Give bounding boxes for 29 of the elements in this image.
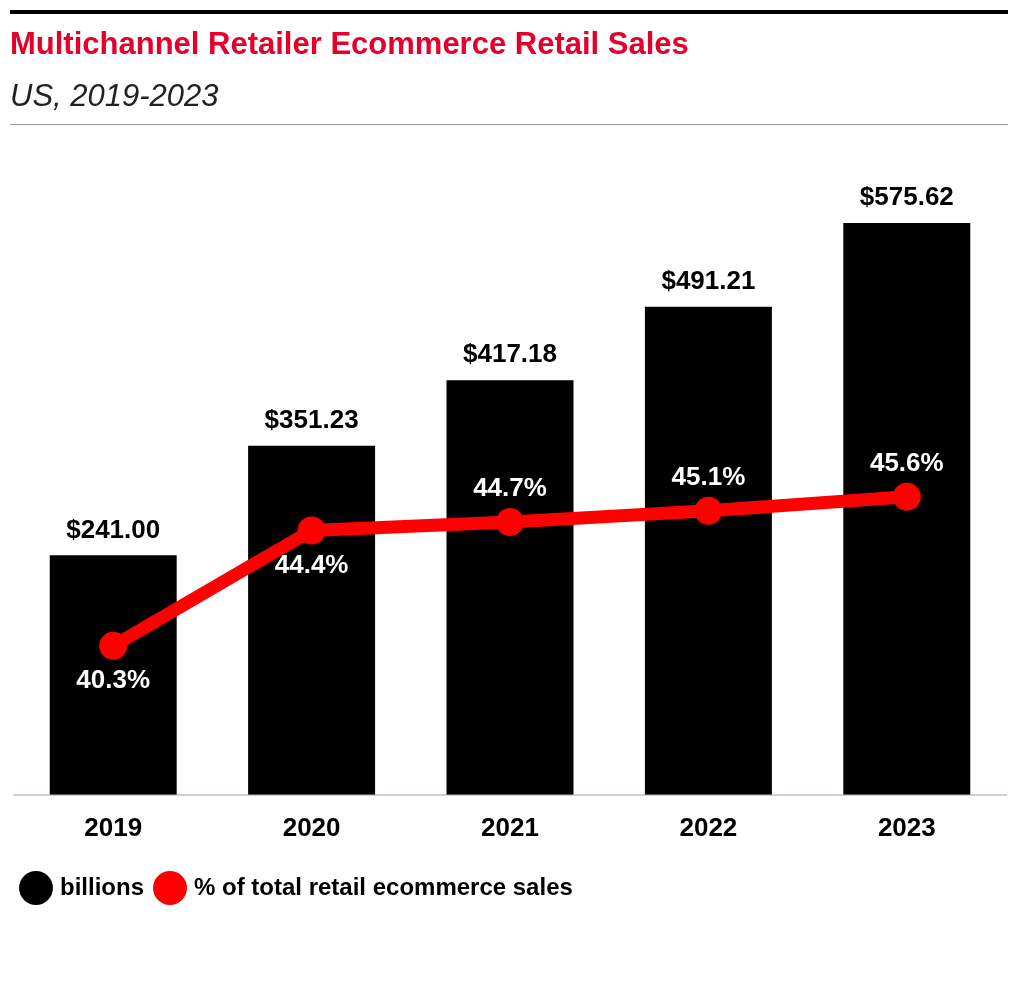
data-label: 44.4% — [274, 548, 349, 579]
data-label: 45.6% — [869, 446, 944, 477]
bar — [446, 380, 574, 795]
data-label: $491.21 — [661, 264, 756, 295]
x-tick-label: 2020 — [282, 811, 341, 842]
bar — [248, 445, 376, 795]
point — [694, 496, 723, 525]
point — [99, 631, 128, 660]
data-label: $575.62 — [859, 181, 954, 212]
bar — [644, 306, 772, 795]
x-tick-label: 2023 — [877, 811, 936, 842]
data-label: $417.18 — [463, 338, 557, 369]
legend-label: % of total retail ecommerce sales — [194, 872, 573, 900]
data-label: 45.1% — [671, 461, 746, 491]
point — [297, 516, 326, 545]
legend-label: billions — [60, 872, 144, 900]
point — [892, 482, 921, 511]
bar — [49, 555, 177, 795]
chart-title: Multichannel Retailer Ecommerce Retail Sales — [10, 26, 689, 62]
data-label: $241.00 — [66, 513, 161, 544]
data-label: 44.7% — [473, 472, 547, 503]
data-label: 40.3% — [76, 663, 151, 694]
bar — [843, 222, 971, 795]
x-tick-label: 2022 — [679, 811, 738, 842]
chart-subtitle: US, 2019-2023 — [10, 78, 219, 114]
point — [496, 508, 524, 537]
x-tick-label: 2021 — [481, 811, 539, 842]
data-label: $351.23 — [264, 404, 359, 435]
x-tick-label: 2019 — [84, 811, 143, 842]
